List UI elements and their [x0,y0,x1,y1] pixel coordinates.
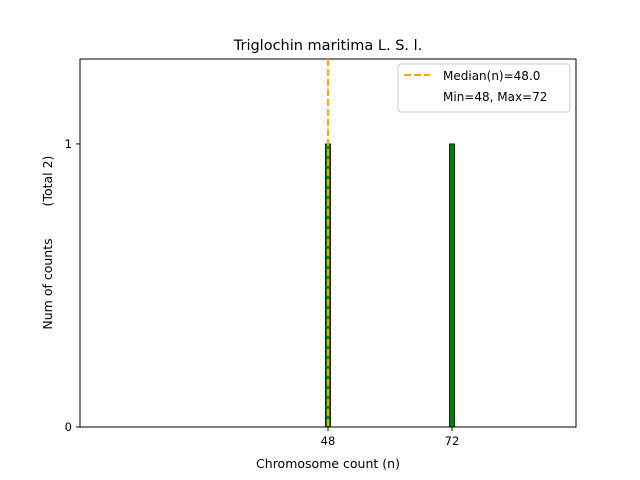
y-tick-label-1: 1 [65,137,72,151]
bar-72 [449,143,455,428]
y-axis-total-label: (Total 2) [40,156,55,207]
legend-minmax-label: Min=48, Max=72 [443,90,547,104]
x-tick-label-72: 72 [445,434,460,448]
x-tick-label-48: 48 [321,434,336,448]
legend-median-label: Median(n)=48.0 [443,69,540,83]
chart-title: Triglochin maritima L. S. l. [233,38,423,54]
y-tick-label-0: 0 [65,420,72,434]
plot-area: 48 72 0 1 [65,58,577,448]
x-axis-label: Chromosome count (n) [256,456,400,471]
legend-box [397,63,571,113]
legend: Median(n)=48.0 Min=48, Max=72 [397,63,571,113]
y-axis-label: Num of counts [40,238,55,329]
